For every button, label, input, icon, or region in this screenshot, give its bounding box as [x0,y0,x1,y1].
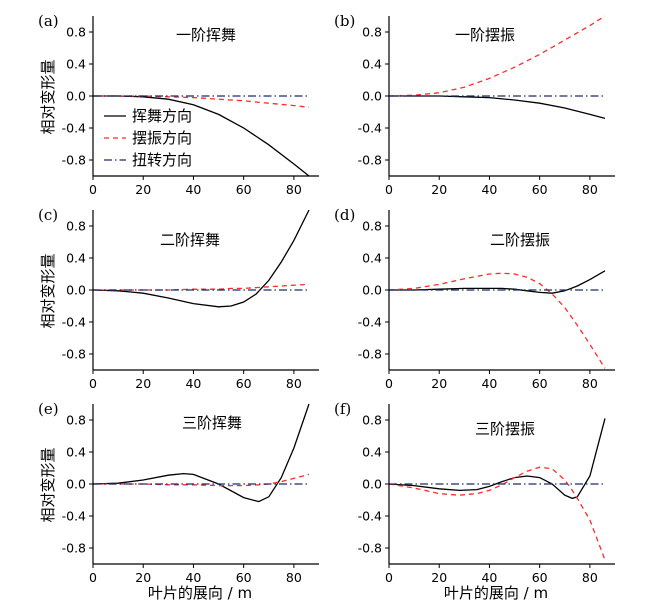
x-tick-label-0-1: 20 [135,182,151,197]
series-line-0-1 [93,95,310,108]
panel-label-1: (b) [334,12,355,30]
x-tick-label-5-0: 0 [385,570,393,585]
x-tick-label-2-0: 0 [89,376,97,391]
y-tick-label-4-3: 0.4 [66,445,86,460]
x-tick-label-1-4: 80 [582,182,598,197]
x-tick-label-5-1: 20 [431,570,447,585]
y-tick-label-1-3: 0.4 [362,57,382,72]
y-tick-label-3-3: 0.4 [362,251,382,266]
panel-label-4: (e) [38,400,59,418]
y-tick-label-0-4: 0.8 [66,25,86,40]
y-tick-label-4-1: -0.4 [62,509,86,524]
panel-4: -0.8 -0.4 0.0 0.4 0.8 0 20 40 60 80 (e) 三阶挥舞 [38,400,319,585]
x-axis-title-left: 叶片的展向 / m [148,584,252,602]
series-line-5-1 [388,466,606,561]
panel-title-0: 一阶挥舞 [176,26,236,44]
panel-2: -0.8 -0.4 0.0 0.4 0.8 0 20 40 60 80 (c) 二阶挥舞 [38,206,319,391]
x-tick-label-0-0: 0 [89,182,97,197]
x-tick-label-2-2: 40 [185,376,201,391]
panel-label-0: (a) [38,12,59,30]
y-tick-label-0-3: 0.4 [66,57,86,72]
panel-3: -0.8 -0.4 0.0 0.4 0.8 0 20 40 60 80 (d) 二阶摆振 [334,206,615,391]
y-tick-label-5-1: -0.4 [358,509,382,524]
y-tick-label-0-2: 0.0 [66,89,86,104]
x-tick-label-1-3: 60 [532,182,548,197]
y-tick-label-3-2: 0.0 [362,283,382,298]
y-tick-label-0-1: -0.4 [62,121,86,136]
x-tick-label-0-4: 80 [286,182,302,197]
y-tick-label-3-4: 0.8 [362,219,382,234]
series-line-3-1 [388,272,606,369]
x-tick-label-4-1: 20 [135,570,151,585]
x-tick-label-2-3: 60 [236,376,252,391]
y-tick-label-1-1: -0.4 [358,121,382,136]
y-tick-label-1-4: 0.8 [362,25,382,40]
y-tick-label-2-4: 0.8 [66,219,86,234]
y-tick-label-2-0: -0.8 [62,347,86,362]
y-tick-label-4-0: -0.8 [62,541,86,556]
x-tick-label-5-3: 60 [532,570,548,585]
series-line-2-1 [93,283,310,291]
x-tick-label-1-0: 0 [385,182,393,197]
y-tick-label-5-4: 0.8 [362,413,382,428]
x-tick-label-4-0: 0 [89,570,97,585]
y-tick-label-4-4: 0.8 [66,413,86,428]
panel-label-5: (f) [334,400,351,418]
x-tick-label-1-1: 20 [431,182,447,197]
y-tick-label-5-3: 0.4 [362,445,382,460]
x-tick-label-3-2: 40 [481,376,497,391]
y-tick-label-3-1: -0.4 [358,315,382,330]
x-tick-label-4-2: 40 [185,570,201,585]
x-tick-label-1-2: 40 [481,182,497,197]
y-axis-title-row3: 相对变形量 [39,447,57,522]
series-line-1-1 [388,15,606,97]
y-tick-label-5-2: 0.0 [362,477,382,492]
y-tick-label-0-0: -0.8 [62,153,86,168]
panel-title-1: 一阶摆振 [455,26,515,44]
x-tick-label-2-4: 80 [286,376,302,391]
x-tick-label-3-0: 0 [385,376,393,391]
y-tick-label-1-0: -0.8 [358,153,382,168]
y-tick-label-2-2: 0.0 [66,283,86,298]
y-tick-label-3-0: -0.8 [358,347,382,362]
x-tick-label-3-1: 20 [431,376,447,391]
y-axis-title-row1: 相对变形量 [39,59,57,134]
x-tick-label-4-3: 60 [236,570,252,585]
x-tick-label-0-3: 60 [236,182,252,197]
x-tick-label-3-3: 60 [532,376,548,391]
x-tick-label-5-4: 80 [582,570,598,585]
x-tick-label-4-4: 80 [286,570,302,585]
legend-label-2: 扭转方向 [132,151,192,169]
panel-title-5: 三阶摆振 [475,420,535,438]
legend-label-0: 挥舞方向 [132,107,192,125]
y-tick-label-5-0: -0.8 [358,541,382,556]
x-tick-label-3-4: 80 [582,376,598,391]
panel-title-2: 二阶挥舞 [160,231,220,249]
series-line-2-0 [92,209,310,308]
y-tick-label-4-2: 0.0 [66,477,86,492]
x-axis-title-right: 叶片的展向 / m [444,584,548,602]
series-line-0-0 [93,95,310,177]
x-tick-label-2-1: 20 [135,376,151,391]
x-tick-label-5-2: 40 [481,570,497,585]
legend-label-1: 摆振方向 [132,129,192,147]
panel-0: -0.8 -0.4 0.0 0.4 0.8 0 20 40 60 80 (a) 一阶挥舞 [38,12,319,197]
y-tick-label-2-3: 0.4 [66,251,86,266]
y-axis-title-row2: 相对变形量 [39,253,57,328]
y-tick-label-2-1: -0.4 [62,315,86,330]
panel-title-4: 三阶挥舞 [182,414,242,432]
x-tick-label-0-2: 40 [185,182,201,197]
series-line-1-0 [389,95,606,120]
y-tick-label-1-2: 0.0 [362,89,382,104]
panel-5: -0.8 -0.4 0.0 0.4 0.8 0 20 40 60 80 (f) 三阶摆振 [334,400,615,585]
panel-label-2: (c) [38,206,58,224]
panel-label-3: (d) [334,206,355,224]
panel-title-3: 二阶摆振 [490,231,550,249]
panel-1: -0.8 -0.4 0.0 0.4 0.8 0 20 40 60 80 (b) 一阶摆振 [334,12,615,197]
series-line-5-0 [388,418,606,500]
